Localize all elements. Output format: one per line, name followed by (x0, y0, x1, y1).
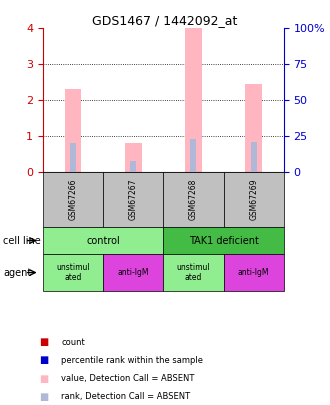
Text: TAK1 deficient: TAK1 deficient (189, 236, 258, 245)
Text: GSM67267: GSM67267 (129, 179, 138, 220)
Bar (130, 161, 136, 172)
Text: control: control (86, 236, 120, 245)
Text: GSM67269: GSM67269 (249, 179, 258, 220)
Bar (245, 84, 262, 172)
Text: cell line: cell line (3, 236, 41, 245)
Bar (251, 142, 257, 172)
Text: anti-IgM: anti-IgM (117, 268, 149, 277)
Text: agent: agent (3, 268, 32, 277)
Text: percentile rank within the sample: percentile rank within the sample (61, 356, 203, 365)
Bar (190, 139, 196, 172)
Text: ■: ■ (40, 356, 49, 365)
Bar (125, 143, 142, 172)
Text: ■: ■ (40, 374, 49, 384)
Bar (185, 28, 202, 172)
Text: unstimul
ated: unstimul ated (177, 263, 210, 282)
Text: GSM67266: GSM67266 (69, 179, 78, 220)
Text: count: count (61, 338, 85, 347)
Text: GDS1467 / 1442092_at: GDS1467 / 1442092_at (92, 14, 238, 27)
Bar (70, 143, 76, 172)
Text: value, Detection Call = ABSENT: value, Detection Call = ABSENT (61, 374, 194, 383)
Text: anti-IgM: anti-IgM (238, 268, 269, 277)
Text: ■: ■ (40, 392, 49, 402)
Text: ■: ■ (40, 337, 49, 347)
Text: unstimul
ated: unstimul ated (56, 263, 90, 282)
Bar (65, 90, 82, 172)
Text: rank, Detection Call = ABSENT: rank, Detection Call = ABSENT (61, 392, 190, 401)
Text: GSM67268: GSM67268 (189, 179, 198, 220)
